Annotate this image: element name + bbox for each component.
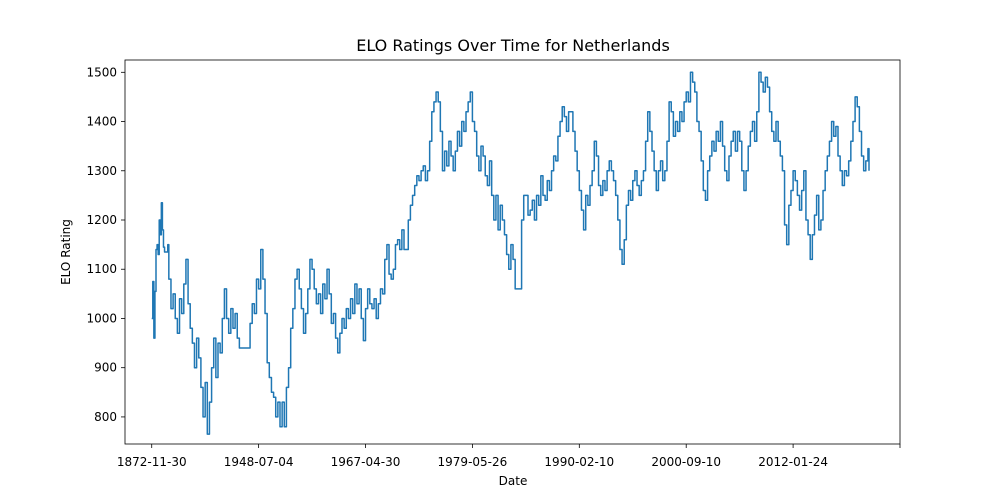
y-tick-label: 1300 xyxy=(86,164,117,178)
y-tick-label: 900 xyxy=(94,361,117,375)
y-tick-label: 1100 xyxy=(86,262,117,276)
plot-frame xyxy=(124,59,901,445)
y-axis: 800 900 1000 1100 1200 1300 1400 1500 xyxy=(86,65,125,424)
series-line-0 xyxy=(151,71,870,435)
y-tick-label: 1200 xyxy=(86,213,117,227)
x-tick-label: 2000-09-10 xyxy=(651,455,721,469)
x-tick-label: 1948-07-04 xyxy=(224,455,294,469)
x-tick-label: 1872-11-30 xyxy=(117,455,187,469)
x-tick-label: 1967-04-30 xyxy=(331,455,401,469)
y-axis-label: ELO Rating xyxy=(59,219,73,285)
y-tick-label: 1500 xyxy=(86,65,117,79)
x-tick-label: 1979-05-26 xyxy=(438,455,508,469)
x-axis: 1872-11-30 1948-07-04 1967-04-30 1979-05-26… xyxy=(117,444,901,469)
x-tick-label: 2012-01-24 xyxy=(758,455,828,469)
y-tick-label: 1000 xyxy=(86,311,117,325)
series-layer xyxy=(151,71,870,435)
chart-title: ELO Ratings Over Time for Netherlands xyxy=(356,36,670,55)
y-tick-label: 800 xyxy=(94,410,117,424)
y-tick-label: 1400 xyxy=(86,115,117,129)
x-axis-label: Date xyxy=(499,474,528,488)
x-tick-label: 1990-02-10 xyxy=(544,455,614,469)
